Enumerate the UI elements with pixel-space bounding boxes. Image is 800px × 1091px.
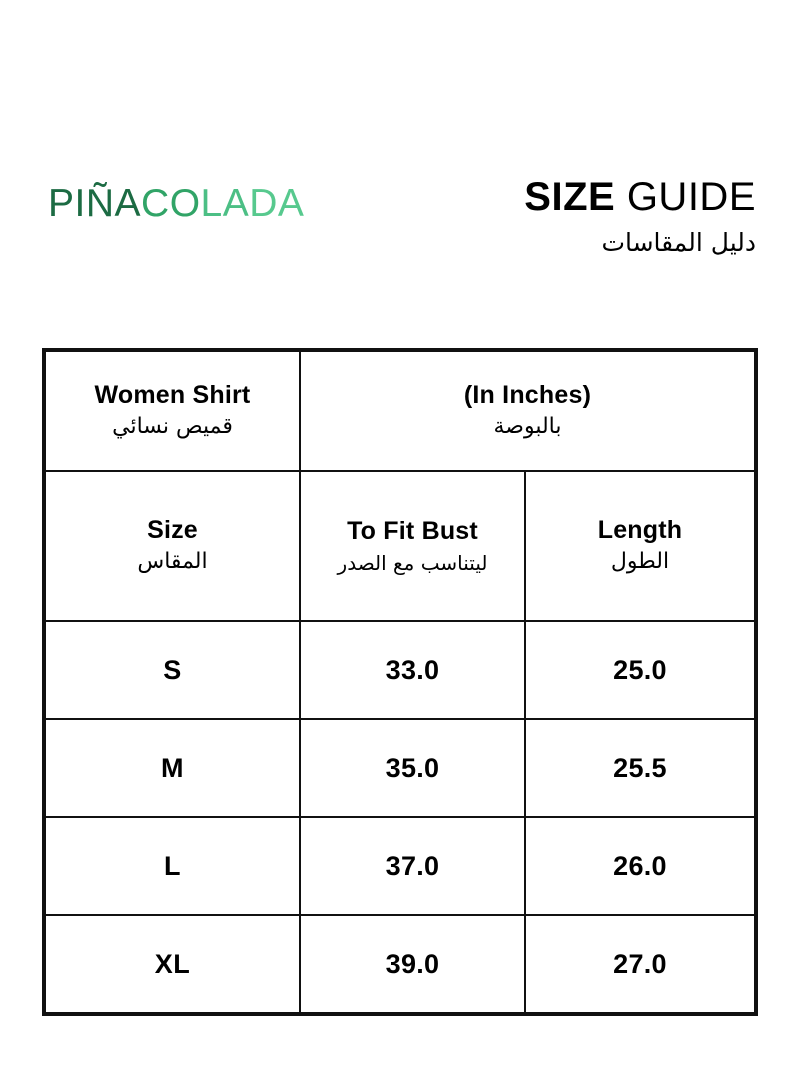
cell-length: 27.0 bbox=[524, 914, 757, 1015]
cell-bust: 35.0 bbox=[299, 718, 526, 818]
cell-bust: 33.0 bbox=[299, 620, 526, 720]
units-ar: بالبوصة bbox=[493, 414, 562, 440]
size-guide-table: Women Shirt قميص نسائي (In Inches) بالبو… bbox=[42, 348, 758, 1016]
column-header-size: Size المقاس bbox=[43, 470, 301, 622]
product-name-en: Women Shirt bbox=[94, 381, 251, 410]
page-title-light: GUIDE bbox=[626, 175, 756, 219]
cell-product-name: Women Shirt قميص نسائي bbox=[43, 349, 301, 472]
size-value: M bbox=[161, 752, 184, 783]
brand-logo-segment-3: LA bbox=[200, 182, 250, 225]
length-value: 27.0 bbox=[613, 948, 667, 979]
length-value: 26.0 bbox=[613, 850, 667, 881]
column-header-length: Length الطول bbox=[524, 470, 757, 622]
size-value: XL bbox=[154, 948, 191, 979]
bust-value: 35.0 bbox=[385, 752, 440, 783]
column-header-length-ar: الطول bbox=[610, 549, 670, 575]
cell-size: M bbox=[43, 718, 301, 818]
page-title: SIZE GUIDE bbox=[524, 176, 756, 218]
column-header-bust-ar: ليتناسب مع الصدر bbox=[337, 550, 488, 575]
page-title-bold: SIZE bbox=[524, 175, 616, 219]
length-value: 25.5 bbox=[613, 752, 667, 783]
column-header-length-en: Length bbox=[597, 516, 683, 545]
size-value: S bbox=[163, 654, 182, 685]
product-name-ar: قميص نسائي bbox=[112, 414, 233, 440]
page-title-arabic: دليل المقاسات bbox=[601, 228, 756, 257]
column-header-bust-en: To Fit Bust bbox=[347, 517, 478, 546]
table-row: L 37.0 26.0 bbox=[43, 816, 757, 916]
column-header-bust: To Fit Bust ليتناسب مع الصدر bbox=[299, 470, 526, 622]
brand-logo-segment-4: DA bbox=[249, 182, 305, 225]
cell-length: 25.5 bbox=[524, 718, 757, 818]
units-en: (In Inches) bbox=[463, 381, 592, 410]
cell-size: L bbox=[43, 816, 301, 916]
bust-value: 33.0 bbox=[385, 654, 440, 685]
bust-value: 37.0 bbox=[385, 850, 440, 881]
brand-logo: PIÑACOLADA bbox=[48, 184, 304, 223]
size-table-container: Women Shirt قميص نسائي (In Inches) بالبو… bbox=[42, 348, 758, 1016]
table-title-row: Women Shirt قميص نسائي (In Inches) بالبو… bbox=[43, 349, 757, 472]
table-row: S 33.0 25.0 bbox=[43, 620, 757, 720]
cell-units: (In Inches) بالبوصة bbox=[299, 349, 757, 472]
length-value: 25.0 bbox=[613, 654, 667, 685]
table-header-row: Size المقاس To Fit Bust ليتناسب مع الصدر… bbox=[43, 470, 757, 622]
page-header: PIÑACOLADA SIZE GUIDE دليل المقاسات bbox=[0, 0, 800, 348]
column-header-size-ar: المقاس bbox=[137, 549, 208, 575]
column-header-size-en: Size bbox=[147, 516, 198, 545]
cell-size: S bbox=[43, 620, 301, 720]
cell-size: XL bbox=[43, 914, 301, 1015]
table-row: XL 39.0 27.0 bbox=[43, 914, 757, 1015]
bust-value: 39.0 bbox=[385, 948, 440, 979]
table-row: M 35.0 25.5 bbox=[43, 718, 757, 818]
brand-logo-segment-2: CO bbox=[141, 182, 201, 225]
cell-bust: 37.0 bbox=[299, 816, 526, 916]
brand-logo-segment-1: PIÑA bbox=[48, 182, 142, 225]
cell-length: 26.0 bbox=[524, 816, 757, 916]
cell-bust: 39.0 bbox=[299, 914, 526, 1015]
cell-length: 25.0 bbox=[524, 620, 757, 720]
size-value: L bbox=[164, 850, 181, 881]
